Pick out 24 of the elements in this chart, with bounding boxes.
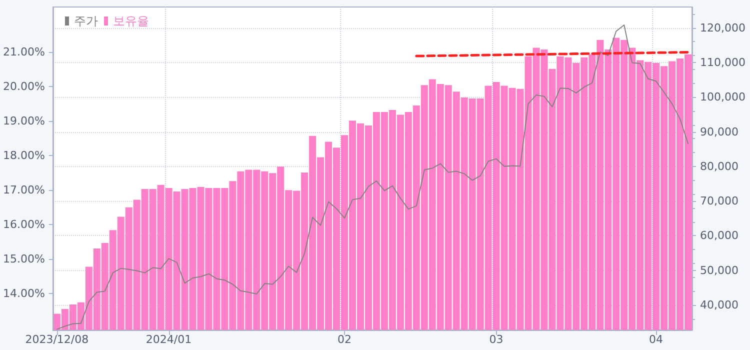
y-tick-label: 17.00% [2,184,45,197]
y2-tick-label: 110,000 [700,56,746,69]
y2-tick-label: 40,000 [700,298,738,312]
y-tick-label: 16.00% [2,218,45,232]
y2-tick-label: 50,000 [700,264,738,277]
y2-tick-label: 70,000 [700,194,738,208]
y2-tick-label: 80,000 [700,160,738,173]
x-tick-label: 2023/12/08 [25,333,89,346]
y-tick-label: 14.00% [2,287,45,300]
y-tick-label: 20.00% [2,80,45,93]
x-tick-label: 04 [649,333,664,346]
legend-label: 주가 [74,14,98,28]
x-tick-label: 02 [338,333,352,346]
y2-tick-label: 90,000 [700,125,738,138]
y2-tick-label: 60,000 [700,229,738,242]
y-tick-label: 15.00% [2,252,45,266]
y-tick-label: 19.00% [2,114,45,128]
y-tick-label: 18.00% [2,149,45,162]
y2-tick-label: 100,000 [700,90,746,104]
y2-tick-label: 120,000 [700,21,746,34]
y-tick-label: 21.00% [2,45,45,58]
x-tick-label: 2024/01 [146,333,192,346]
legend-label: 보유율 [113,14,149,28]
x-tick-label: 03 [489,333,504,346]
